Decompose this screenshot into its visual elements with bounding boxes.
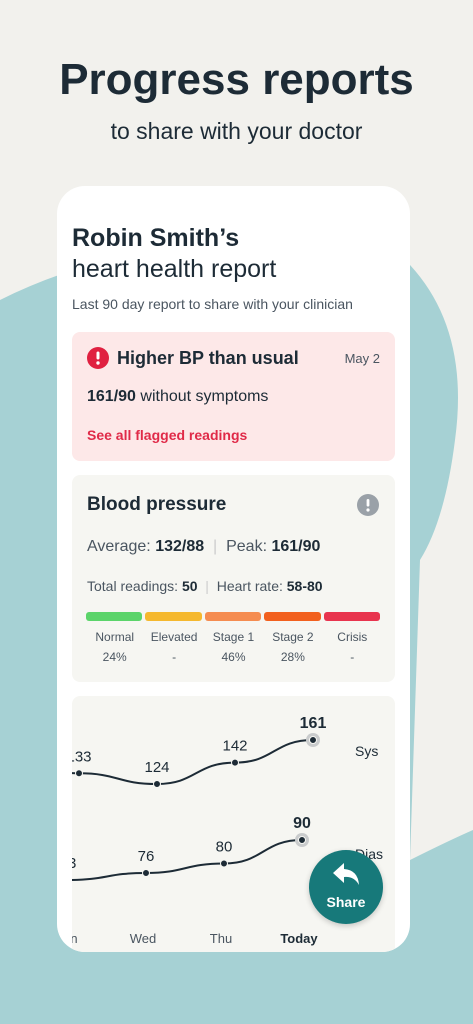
hr-label: Heart rate: [216,578,283,594]
point-label: 73 [72,855,76,872]
peak-value: 161/90 [271,538,321,555]
series-line [72,739,314,786]
stage-name: Stage 2 [272,630,314,644]
headline: Progress reports [59,55,414,104]
stage-segment [264,612,321,621]
share-icon [333,863,359,885]
point-label: 80 [216,839,233,856]
alert-date: May 2 [344,351,380,366]
x-label: Thu [210,931,232,946]
stage-name: Crisis [337,630,368,644]
x-label: Today [280,931,318,946]
total-label: Total readings: [87,578,179,594]
stage-name: Stage 1 [212,630,255,644]
series-name: Sys [355,743,378,759]
subheadline: to share with your doctor [110,118,363,144]
point-label: 142 [222,738,247,755]
share-label: Share [326,894,366,910]
alert-reading: 161/90 [87,388,136,405]
point [309,736,317,744]
trend-chart: MonWedThuToday133124142161Sys73768090Dia… [72,715,383,946]
alert-icon [87,347,109,369]
point-label: 90 [293,815,311,832]
stage-segment [145,612,202,621]
stage-share: 24% [102,650,127,664]
patient-name: Robin Smith’s [72,224,240,252]
series-line [72,839,303,881]
peak-label: Peak: [226,538,268,555]
alert-title: Higher BP than usual [117,348,299,368]
point-label: 76 [138,848,155,865]
total-value: 50 [181,578,198,594]
average-value: 132/88 [155,538,205,555]
flagged-link[interactable]: See all flagged readings [87,427,248,443]
info-icon[interactable] [357,494,379,516]
x-label: Mon [72,931,78,946]
point [298,836,306,844]
hr-value: 58-80 [286,578,323,594]
stage-share: 46% [221,650,246,664]
x-label: Wed [130,931,157,946]
point-label: 133 [72,748,92,765]
stage-segment [86,612,143,621]
stage-name: Elevated [150,630,198,644]
stage-share: - [172,650,177,664]
point [75,769,83,778]
stage-segment [323,612,380,621]
report-subtitle: Last 90 day report to share with your cl… [72,296,353,312]
bp-box: Blood pressure Average: 132/88 | Peak: 1… [72,475,395,682]
stage-share: 28% [280,650,305,664]
share-button[interactable]: Share [309,850,383,924]
point [142,868,150,877]
stage-bar: Normal 24% Elevated - Stage 1 46% Stage 2 28% Cr… [85,612,382,672]
point [231,758,239,767]
report-card: Robin Smith’s heart health report Last 9… [57,186,410,952]
report-title: heart health report [72,255,277,283]
point-label: 161 [300,715,327,732]
point [153,780,161,788]
stage-segment [204,612,262,621]
average-label: Average: [87,538,151,555]
point-label: 124 [144,759,169,776]
alert-box: Higher BP than usual May 2 161/90 withou… [72,332,395,461]
stage-share: - [350,650,355,664]
point [220,859,228,868]
stage-name: Normal [95,630,135,644]
bp-title: Blood pressure [87,494,227,515]
alert-note: without symptoms [140,388,269,405]
